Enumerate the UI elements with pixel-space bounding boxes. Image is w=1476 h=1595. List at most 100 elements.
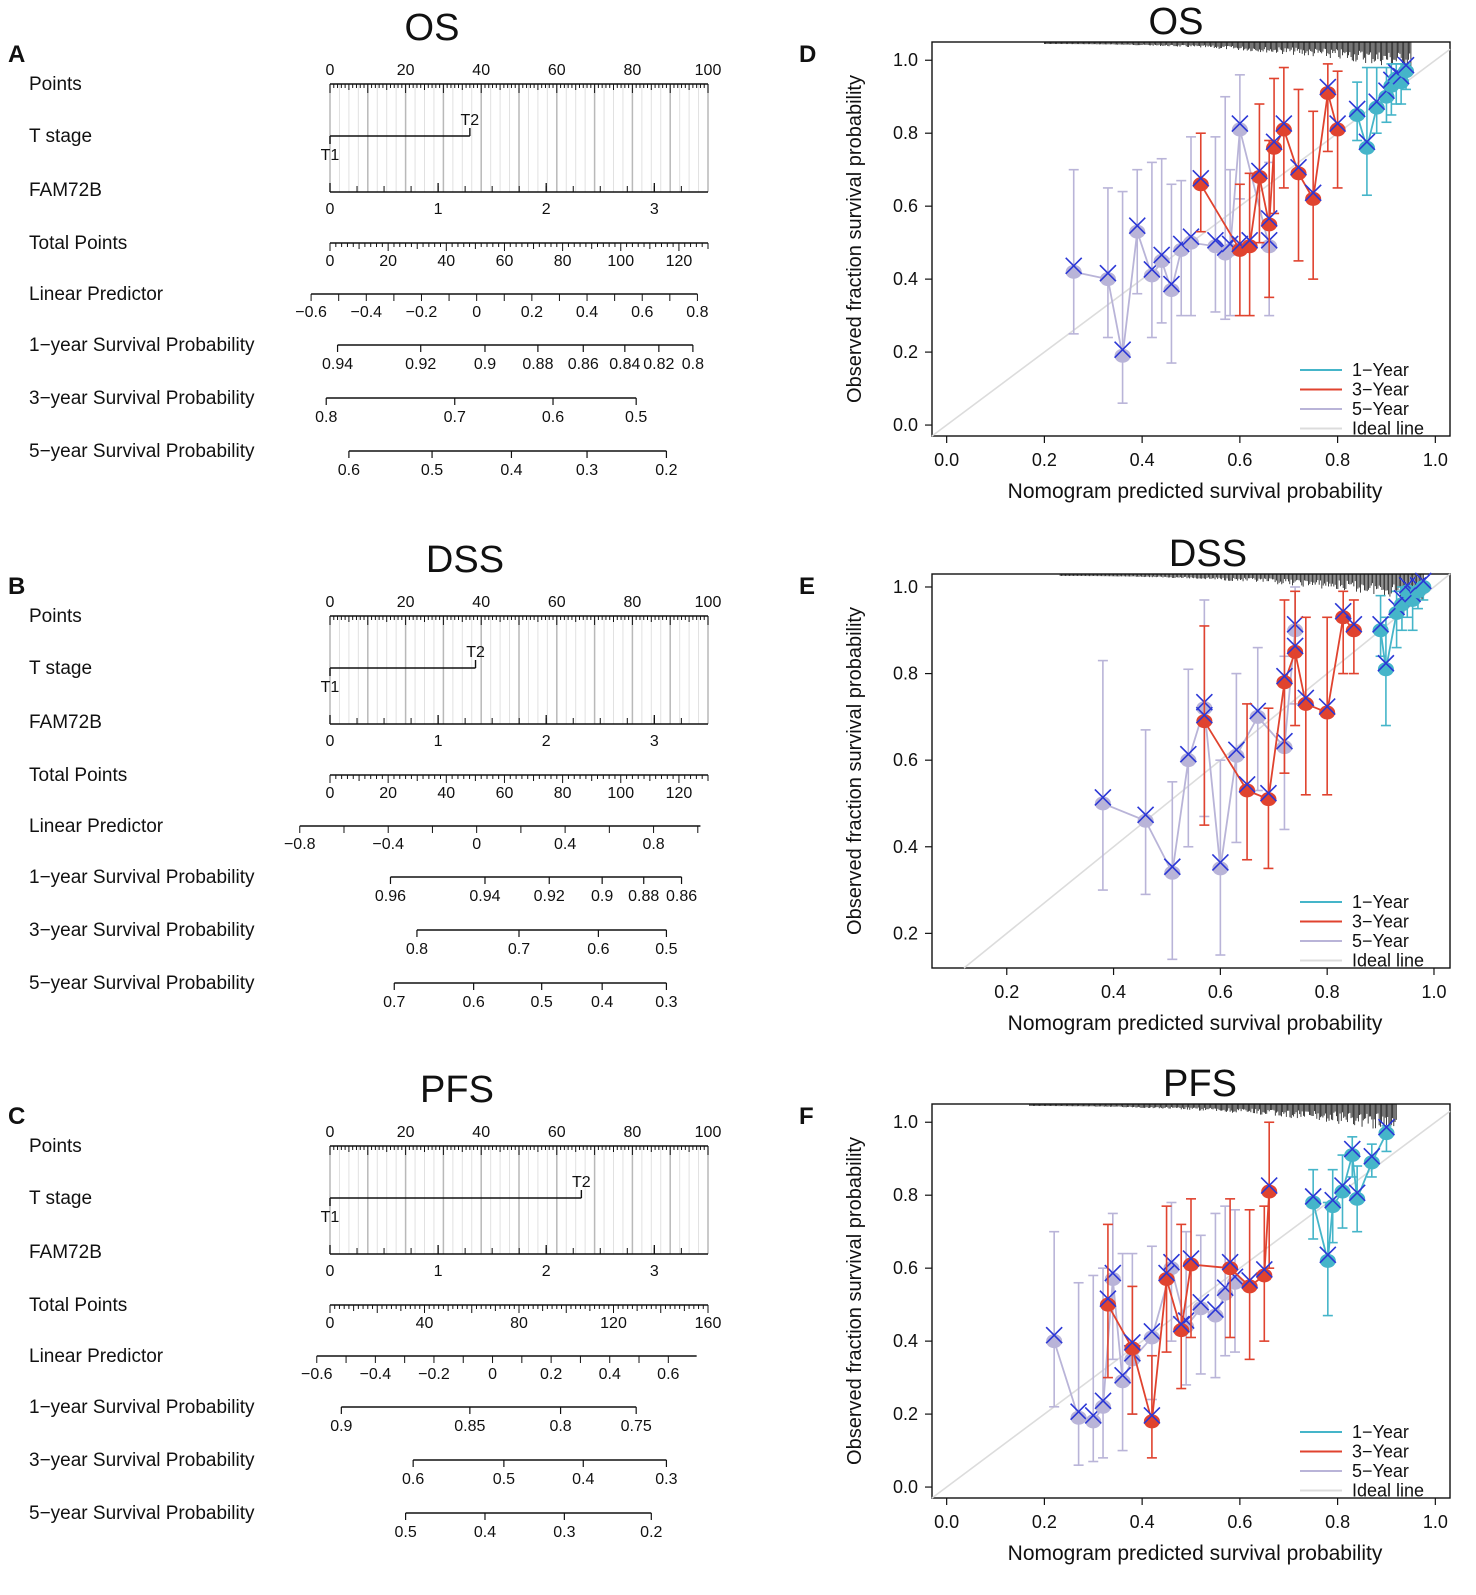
t-stage-level: T1 (321, 679, 340, 696)
cross-marker (1192, 1293, 1210, 1311)
y-tick-label: 0.8 (893, 1185, 918, 1205)
linear-predictor-tick-label: 0 (472, 304, 481, 321)
x-tick-label: 0.4 (1101, 982, 1126, 1002)
linear-predictor-tick-label: 0.8 (642, 836, 664, 853)
survival-tick-label: 0.2 (640, 1524, 662, 1541)
survival-tick-label: 0.84 (609, 356, 640, 373)
y-tick-label: 0.6 (893, 750, 918, 770)
data-point (1143, 1330, 1160, 1345)
cross-marker (1114, 1366, 1132, 1384)
x-tick-label: 0.8 (1325, 1512, 1350, 1532)
data-point (1363, 1155, 1380, 1170)
cross-marker (1358, 133, 1376, 151)
y-tick-label: 1.0 (893, 1112, 918, 1132)
cross-marker (1319, 78, 1337, 96)
cross-marker (1265, 133, 1283, 151)
cross-marker (1286, 637, 1304, 655)
data-point (1212, 861, 1229, 876)
data-point (1070, 1410, 1087, 1425)
data-point (1368, 100, 1385, 115)
cross-marker (1162, 275, 1181, 293)
panel-label: A (8, 41, 25, 68)
cross-marker (1045, 1326, 1063, 1344)
cross-marker (1114, 341, 1132, 359)
points-tick-label: 80 (624, 594, 642, 611)
cross-marker (1137, 806, 1155, 824)
cross-marker (1255, 1260, 1273, 1279)
data-point (1290, 166, 1307, 181)
points-tick-label: 40 (472, 594, 490, 611)
cross-marker (1348, 100, 1366, 118)
panel-label: C (8, 1103, 25, 1130)
points-tick-label: 80 (624, 62, 642, 79)
row-label: 3−year Survival Probability (29, 920, 255, 941)
y-tick-label: 0.2 (893, 923, 918, 943)
survival-tick-label: 0.8 (406, 941, 428, 958)
legend-label: 1−Year (1352, 892, 1409, 912)
legend-label: 5−Year (1352, 1461, 1409, 1481)
cross-marker (1143, 1406, 1161, 1424)
linear-predictor-tick-label: 0.2 (540, 1366, 562, 1383)
cross-marker (1099, 1290, 1117, 1308)
survival-tick-label: 0.88 (522, 356, 553, 373)
data-point (1046, 1334, 1063, 1349)
survival-tick-label: 0.6 (338, 462, 360, 479)
cross-marker (1158, 1264, 1176, 1282)
cross-marker (1304, 184, 1322, 202)
survival-tick-label: 0.3 (655, 994, 677, 1011)
cross-marker (1372, 615, 1390, 633)
data-point (1241, 1279, 1258, 1294)
data-point (1183, 1257, 1199, 1272)
nomogram-title: OS (405, 7, 460, 49)
calibration-E: E DSS 0.2 0.4 0.6 0.8 1.0 0.2 0.4 0.6 0.8 1.0 Nomogr… (799, 533, 1451, 1035)
survival-tick-label: 0.6 (402, 1471, 424, 1488)
cross-marker (1318, 697, 1336, 716)
data-point (1099, 272, 1116, 287)
data-point (1287, 644, 1304, 659)
x-tick-label: 0.4 (1130, 1512, 1155, 1532)
cross-marker (1182, 1249, 1200, 1268)
cross-marker (1172, 1315, 1190, 1333)
survival-tick-label: 0.5 (421, 462, 443, 479)
points-tick-label: 60 (548, 62, 566, 79)
row-label: Total Points (29, 233, 127, 254)
y-tick-label: 0.6 (893, 196, 918, 216)
data-point (1239, 783, 1256, 798)
data-point (1099, 1297, 1116, 1312)
linear-predictor-tick-label: 0.6 (657, 1366, 679, 1383)
cross-marker (1348, 1184, 1366, 1202)
survival-tick-label: 0.7 (508, 941, 530, 958)
cross-marker (1363, 1147, 1381, 1165)
data-point (1358, 140, 1375, 155)
points-tick-label: 60 (548, 1124, 566, 1141)
data-point (1261, 1184, 1278, 1199)
data-point (1129, 224, 1146, 239)
points-tick-label: 100 (695, 62, 722, 79)
survival-tick-label: 0.94 (469, 888, 500, 905)
survival-tick-label: 0.4 (474, 1524, 496, 1541)
data-point (1398, 64, 1415, 79)
y-tick-label: 1.0 (893, 50, 918, 70)
total-points-tick-label: 60 (496, 253, 514, 270)
survival-tick-label: 0.4 (572, 1471, 594, 1488)
panel-label: B (8, 573, 25, 600)
cross-marker (1143, 1322, 1161, 1341)
total-points-tick-label: 40 (416, 1315, 434, 1332)
points-tick-label: 100 (695, 1124, 722, 1141)
calibration-title: PFS (1163, 1063, 1237, 1105)
x-tick-label: 1.0 (1423, 1512, 1448, 1532)
survival-tick-label: 0.94 (322, 356, 353, 373)
data-point (1207, 1308, 1224, 1323)
total-points-tick-label: 40 (437, 253, 455, 270)
cross-marker (1163, 858, 1181, 876)
cross-marker (1377, 654, 1395, 672)
total-points-tick-label: 0 (326, 1315, 335, 1332)
total-points-tick-label: 160 (695, 1315, 722, 1332)
total-points-tick-label: 120 (666, 253, 693, 270)
x-tick-label: 0.0 (934, 450, 959, 470)
points-tick-label: 20 (397, 1124, 415, 1141)
ideal-line (963, 573, 1451, 969)
calibration-D: D OS 0.0 0.2 0.4 0.6 0.8 1.0 0.0 0.2 0.4 0.6 0.8 1.0 N… (799, 1, 1451, 503)
points-tick-label: 20 (397, 62, 415, 79)
